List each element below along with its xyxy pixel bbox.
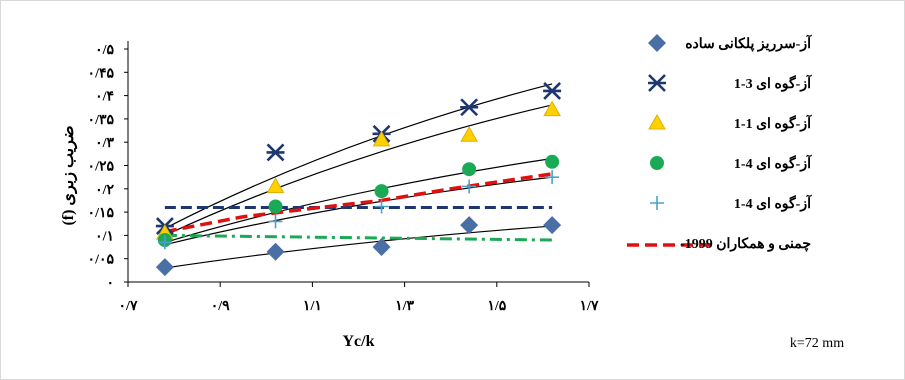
data-point xyxy=(157,235,172,250)
legend-swatch xyxy=(650,156,664,170)
legend-label: آز-گوه ای 3-1 xyxy=(734,74,812,92)
data-point xyxy=(268,214,283,229)
trendline xyxy=(164,104,553,236)
data-point xyxy=(543,100,561,117)
legend-swatch xyxy=(650,196,664,210)
y-tick-label: ۰/۱ xyxy=(95,229,114,244)
data-markers xyxy=(155,82,562,277)
data-point xyxy=(155,258,174,277)
data-point xyxy=(266,177,285,193)
trendline xyxy=(164,83,553,229)
legend-label: آز-گوه ای 4-1 xyxy=(734,194,812,212)
x-axis-title: Yc/k xyxy=(343,333,375,350)
y-tick-label: ۰/۳۵ xyxy=(88,113,115,128)
y-tick-label: ۰/۵ xyxy=(95,43,114,58)
trendline xyxy=(164,225,553,269)
data-point xyxy=(374,184,389,199)
data-point xyxy=(460,126,479,142)
data-point xyxy=(462,179,477,194)
y-tick-label: ۰ xyxy=(106,276,114,291)
data-point xyxy=(460,98,479,117)
data-point xyxy=(372,130,391,147)
data-point xyxy=(462,162,477,177)
trendline xyxy=(164,157,553,243)
x-tick-label: ۱/۳ xyxy=(395,299,414,314)
data-point xyxy=(372,238,391,257)
y-tick-label: ۰/۴ xyxy=(95,90,114,105)
legend-label: آز-گوه ای 4-1 xyxy=(734,154,812,172)
data-point xyxy=(374,199,389,214)
data-point xyxy=(543,82,562,100)
legend-swatch xyxy=(648,74,666,92)
y-tick-label: ۰/۱۵ xyxy=(88,206,115,221)
x-tick-label: ۰/۷ xyxy=(119,299,138,314)
x-tick-label: ۱/۵ xyxy=(487,299,506,314)
x-tick-label: ۱/۱ xyxy=(303,299,322,314)
x-tick-label: ۱/۷ xyxy=(580,299,599,314)
trendline xyxy=(164,176,553,246)
data-point xyxy=(543,216,562,235)
legend-swatch xyxy=(648,34,666,52)
data-point xyxy=(268,199,283,214)
legend-label: آز-گوه ای 1-1 xyxy=(734,114,812,132)
y-tick-label: ۰/۰۵ xyxy=(88,253,115,268)
data-point xyxy=(266,143,285,162)
axes: ۰ ۰/۰۵ ۰/۱ ۰/۱۵ ۰/۲ ۰/۲۵ ۰/۳ ۰/۳۵ ۰/۴ ۰/۴۵ ۰/۵ ۰/۷ ۰… xyxy=(60,41,599,350)
data-point xyxy=(460,216,479,235)
annotation-k: k=72 mm xyxy=(790,336,844,351)
legend-label: چمنی و همکاران 1999- xyxy=(680,236,811,252)
y-tick-label: ۰/۴۵ xyxy=(88,66,115,81)
data-point xyxy=(545,170,560,185)
y-tick-label: ۰/۳ xyxy=(95,136,114,151)
data-point xyxy=(266,242,285,261)
legend: آز-سرریز پلکانی ساده آز-گوه ای 3-1 آز-گوه … xyxy=(627,34,844,351)
x-tick-label: ۰/۹ xyxy=(211,299,230,314)
y-tick-label: ۰/۲ xyxy=(95,183,114,198)
reference-line xyxy=(164,233,553,242)
legend-swatch xyxy=(648,113,666,130)
series-line xyxy=(164,172,553,234)
data-point xyxy=(545,154,560,169)
y-axis-title: ضریب زبری (f) xyxy=(60,125,78,225)
y-tick-label: ۰/۲۵ xyxy=(88,160,115,175)
legend-label: آز-سرریز پلکانی ساده xyxy=(685,34,812,52)
